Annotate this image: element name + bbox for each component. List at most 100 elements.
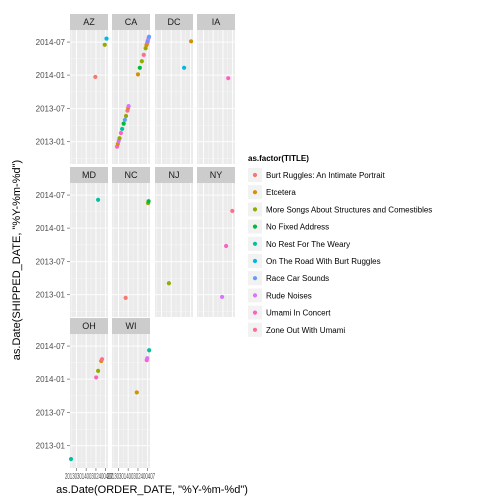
data-point <box>226 76 231 81</box>
data-point <box>94 375 99 380</box>
facet-strip <box>112 14 150 30</box>
data-point <box>93 74 98 80</box>
panel-background <box>155 183 193 317</box>
facet-strip-label: AZ <box>83 17 95 27</box>
facet-panel-nc: NC <box>112 167 151 317</box>
facet-strip <box>155 14 193 30</box>
data-point <box>104 36 109 41</box>
facet-strip <box>197 14 235 30</box>
data-point <box>121 121 126 126</box>
data-point <box>219 294 225 300</box>
data-point <box>126 104 131 109</box>
facet-panel-ca: CA <box>112 14 152 164</box>
legend-title: as.factor(TITLE) <box>248 154 309 163</box>
panel-background <box>112 334 150 468</box>
data-point <box>123 113 129 119</box>
legend-entry: More Songs About Structures and Comestib… <box>248 202 432 217</box>
y-axis-title: as.Date(SHIPPED_DATE, "%Y-%m-%d") <box>11 160 23 360</box>
facet-strip <box>112 318 150 334</box>
panel-background <box>70 183 108 317</box>
facet-panel-md: MD <box>70 167 108 317</box>
legend-entry: No Rest For The Weary <box>248 236 350 251</box>
legend-label: Zone Out With Umami <box>266 326 345 335</box>
facet-panel-ia: IA <box>197 14 235 164</box>
legend-swatch <box>252 276 258 281</box>
data-point <box>134 390 139 395</box>
y-tick-label: 2013-07 <box>36 105 66 114</box>
legend-label: Rude Noises <box>266 291 312 300</box>
x-axis-title: as.Date(ORDER_DATE, "%Y-%m-%d") <box>56 484 248 496</box>
facet-strip <box>70 14 108 30</box>
legend-swatch <box>252 293 258 298</box>
facet-panel-wi: WI <box>112 318 152 468</box>
data-point <box>99 357 105 362</box>
data-point <box>117 136 122 141</box>
y-tick-label: 2013-01 <box>36 442 66 451</box>
facet-panel-oh: OH <box>68 318 108 468</box>
panel-background <box>112 183 150 317</box>
legend-label: Umami In Concert <box>266 309 331 318</box>
data-point <box>230 208 235 214</box>
y-tick-label: 2014-07 <box>36 191 66 200</box>
facet-panel-ny: NY <box>197 167 235 317</box>
y-tick-label: 2013-01 <box>36 291 66 300</box>
y-tick-label: 2014-01 <box>36 71 66 80</box>
data-point <box>166 281 172 286</box>
data-point <box>120 126 125 132</box>
data-point <box>146 199 151 204</box>
legend-swatch <box>252 327 258 332</box>
legend-label: Race Car Sounds <box>266 274 329 283</box>
data-point <box>102 42 107 47</box>
y-tick-label: 2014-07 <box>36 342 66 351</box>
facet-strip <box>70 318 108 334</box>
data-point <box>145 356 150 361</box>
facet-strip-label: OH <box>82 321 96 331</box>
facet-strip-label: DC <box>168 17 181 27</box>
panel-background <box>197 30 235 164</box>
legend-label: Burt Ruggles: An Intimate Portrait <box>266 171 386 180</box>
x-tick-labels: 20130301400302400407 <box>65 472 113 481</box>
panel-background <box>70 30 108 164</box>
data-point <box>118 130 123 136</box>
facet-strip <box>112 167 150 183</box>
facet-panel-az: AZ <box>70 14 109 164</box>
data-point <box>139 59 144 64</box>
facet-panels: AZ CA DC IA MD NC NJ NY OH WI <box>68 14 235 468</box>
legend-entry: No Fixed Address <box>248 219 329 234</box>
legend-label: Etcetera <box>266 188 296 197</box>
data-point <box>224 243 229 249</box>
legend-entries: Burt Ruggles: An Intimate Portrait Etcete… <box>248 168 432 337</box>
data-point <box>122 117 127 122</box>
legend-entry: Umami In Concert <box>248 305 331 320</box>
legend-swatch <box>252 310 258 315</box>
facet-strip-label: CA <box>125 17 138 27</box>
panel-background <box>197 183 235 317</box>
facet-panel-dc: DC <box>155 14 194 164</box>
data-point <box>147 348 152 353</box>
legend-label: On The Road With Burt Ruggles <box>266 257 381 266</box>
legend-label: No Fixed Address <box>266 223 329 232</box>
y-tick-label: 2013-07 <box>36 409 66 418</box>
x-tick-labels: 20130301400302400407 <box>107 472 155 481</box>
y-tick-label: 2014-01 <box>36 375 66 384</box>
data-point <box>182 65 187 70</box>
legend-swatch <box>252 190 258 195</box>
panel-background <box>155 30 193 164</box>
data-point <box>146 34 152 39</box>
legend-entry: Race Car Sounds <box>248 271 329 286</box>
legend-swatch <box>252 258 258 264</box>
facet-strip-label: WI <box>126 321 137 331</box>
y-tick-label: 2014-01 <box>36 224 66 233</box>
legend-swatch <box>252 172 258 178</box>
data-point <box>95 368 101 373</box>
legend-label: No Rest For The Weary <box>266 240 350 249</box>
facet-strip <box>70 167 108 183</box>
legend-entry: Rude Noises <box>248 288 312 303</box>
facet-panel-nj: NJ <box>155 167 193 317</box>
facet-strip-label: NC <box>125 170 138 180</box>
y-tick-label: 2013-01 <box>36 138 66 147</box>
axes: 2013-01 2013-07 2014-01 2014-07 2013-01 2013-… <box>36 38 156 481</box>
legend-label: More Songs About Structures and Comestib… <box>266 205 432 214</box>
data-point <box>141 52 146 57</box>
